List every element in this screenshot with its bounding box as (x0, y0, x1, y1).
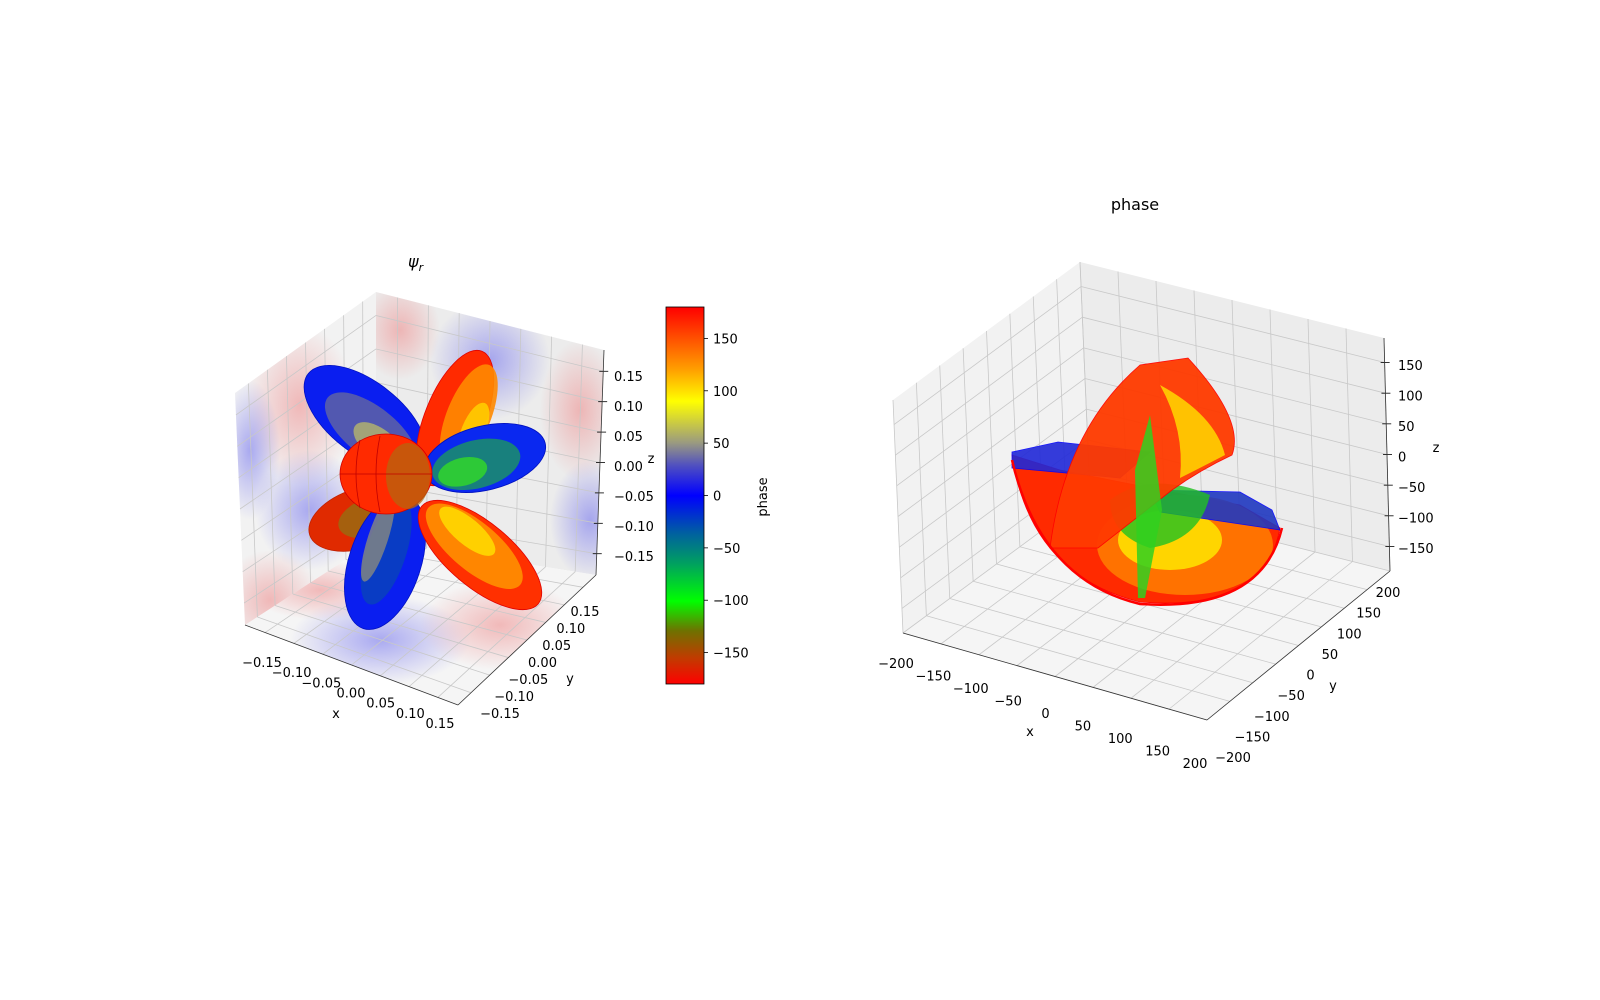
title-subscript: r (419, 261, 425, 274)
surface-green-spike (1135, 415, 1162, 598)
right-x-tick-label: 0 (1041, 707, 1049, 722)
colorbar-tick-label: 0 (713, 490, 721, 505)
left-x-tick-label: 0.10 (396, 707, 425, 722)
phase-surface (1010, 357, 1284, 606)
right-plot-title: phase (1111, 195, 1159, 214)
right-axis-lines (902, 337, 1391, 721)
right-z-tick-label: −150 (1398, 542, 1434, 557)
lobe-lower-blue (344, 494, 426, 630)
left-y-tick-label: 0.05 (542, 639, 571, 654)
left-z-tick-label: −0.10 (614, 520, 654, 535)
left-y-tick-label: 0.00 (528, 656, 557, 671)
left-z-tick-label: −0.15 (614, 550, 654, 565)
right-y-tick-label: 150 (1356, 607, 1381, 622)
orbital-lobes (303, 349, 547, 630)
lobe-front-red-sphere (339, 433, 433, 515)
grid-line-z (235, 315, 377, 416)
colorbar-gradient (665, 306, 705, 685)
surface-yellow-band (1160, 385, 1225, 478)
left-tick-labels: −0.15−0.10−0.050.000.050.100.15−0.15−0.1… (242, 370, 654, 732)
colorbar-tick-label: −50 (713, 542, 740, 557)
left-3d-axes: −0.15−0.10−0.050.000.050.100.15−0.15−0.1… (235, 252, 655, 732)
right-x-tick-label: −50 (994, 695, 1021, 710)
right-y-tick-label: 0 (1306, 669, 1314, 684)
surface-front-red-ring (1010, 459, 1284, 606)
colorbar-label: phase (756, 477, 771, 516)
grid-line-y (949, 598, 1253, 684)
grid-line-y (292, 593, 509, 658)
left-y-tick-label: −0.15 (480, 707, 520, 722)
right-z-tick-label: −50 (1398, 481, 1425, 496)
left-y-tick-label: −0.05 (508, 673, 548, 688)
right-x-tick-label: −200 (878, 657, 914, 672)
colorbar-tick-label: 50 (713, 437, 730, 452)
grid-line-z (1083, 347, 1387, 425)
right-y-tick-label: 200 (1376, 586, 1401, 601)
right-x-tick-label: −100 (953, 682, 989, 697)
left-z-tick-label: 0.10 (614, 400, 643, 415)
left-y-tick-label: −0.10 (494, 690, 534, 705)
left-z-axis-label: z (648, 452, 655, 467)
right-z-tick-label: 50 (1398, 420, 1415, 435)
grid-line-z (1080, 286, 1385, 363)
left-y-axis-label: y (566, 672, 574, 687)
grid-line-z (893, 286, 1082, 425)
left-y-tick-label: 0.10 (556, 622, 585, 637)
right-z-axis-label: z (1433, 441, 1440, 456)
colorbar-tick-label: 100 (713, 385, 738, 400)
left-axis-lines (244, 349, 605, 706)
right-y-tick-label: −150 (1235, 730, 1271, 745)
grid-line-z (897, 378, 1086, 517)
right-x-tick-label: 50 (1075, 720, 1092, 735)
left-x-axis-label: x (332, 707, 340, 722)
left-x-tick-label: 0.15 (426, 717, 455, 732)
colorbar-tick-label: 150 (713, 332, 738, 347)
grid-line-y (274, 605, 490, 676)
right-z-tick-label: 100 (1398, 390, 1423, 405)
right-z-tick-label: −100 (1398, 512, 1434, 527)
grid-line-z (1082, 316, 1386, 394)
right-x-axis-label: x (1026, 725, 1034, 740)
grid-line-y (257, 616, 472, 694)
left-z-tick-label: 0.05 (614, 430, 643, 445)
grid-line-z (895, 316, 1083, 456)
grid-line-y (926, 615, 1230, 702)
grid-line-z (896, 347, 1084, 487)
grid-line-z (899, 408, 1087, 548)
right-z-tick-label: 0 (1398, 451, 1406, 466)
left-z-tick-label: 0.15 (614, 370, 643, 385)
left-y-tick-label: 0.15 (571, 605, 600, 620)
lobe-lower-right-orange (417, 499, 543, 611)
left-x-tick-label: 0.00 (337, 687, 366, 702)
left-z-tick-label: −0.05 (614, 490, 654, 505)
right-x-tick-label: 200 (1183, 757, 1208, 772)
right-y-tick-label: −100 (1254, 710, 1290, 725)
right-x-tick-label: −150 (916, 670, 952, 685)
left-plot-title: ψr (408, 252, 425, 274)
right-x-tick-label: 150 (1145, 745, 1170, 760)
right-y-axis-label: y (1329, 679, 1337, 694)
lobe-right-blue (423, 423, 547, 493)
colorbar-ticks: −150 −100 −50 0 50 100 150 (704, 332, 749, 662)
title-psi: ψ (408, 252, 419, 271)
left-z-tick-label: 0.00 (614, 460, 643, 475)
left-x-tick-label: −0.15 (242, 656, 282, 671)
grid-line-y (973, 580, 1276, 665)
left-x-tick-label: −0.05 (301, 676, 341, 691)
right-y-tick-label: 100 (1337, 627, 1362, 642)
left-x-tick-label: 0.05 (366, 697, 395, 712)
colorbar-tick-label: −100 (713, 594, 749, 609)
colorbar-tick-label: −150 (713, 647, 749, 662)
right-y-tick-label: −50 (1277, 689, 1304, 704)
grid-line-z (375, 315, 604, 372)
colorbar: −150 −100 −50 0 50 100 150 phase (665, 306, 771, 685)
right-y-tick-label: 50 (1322, 648, 1339, 663)
right-y-tick-label: −200 (1215, 751, 1251, 766)
right-x-tick-label: 100 (1108, 732, 1133, 747)
right-z-tick-label: 150 (1398, 359, 1423, 374)
left-x-tick-label: −0.10 (272, 666, 312, 681)
